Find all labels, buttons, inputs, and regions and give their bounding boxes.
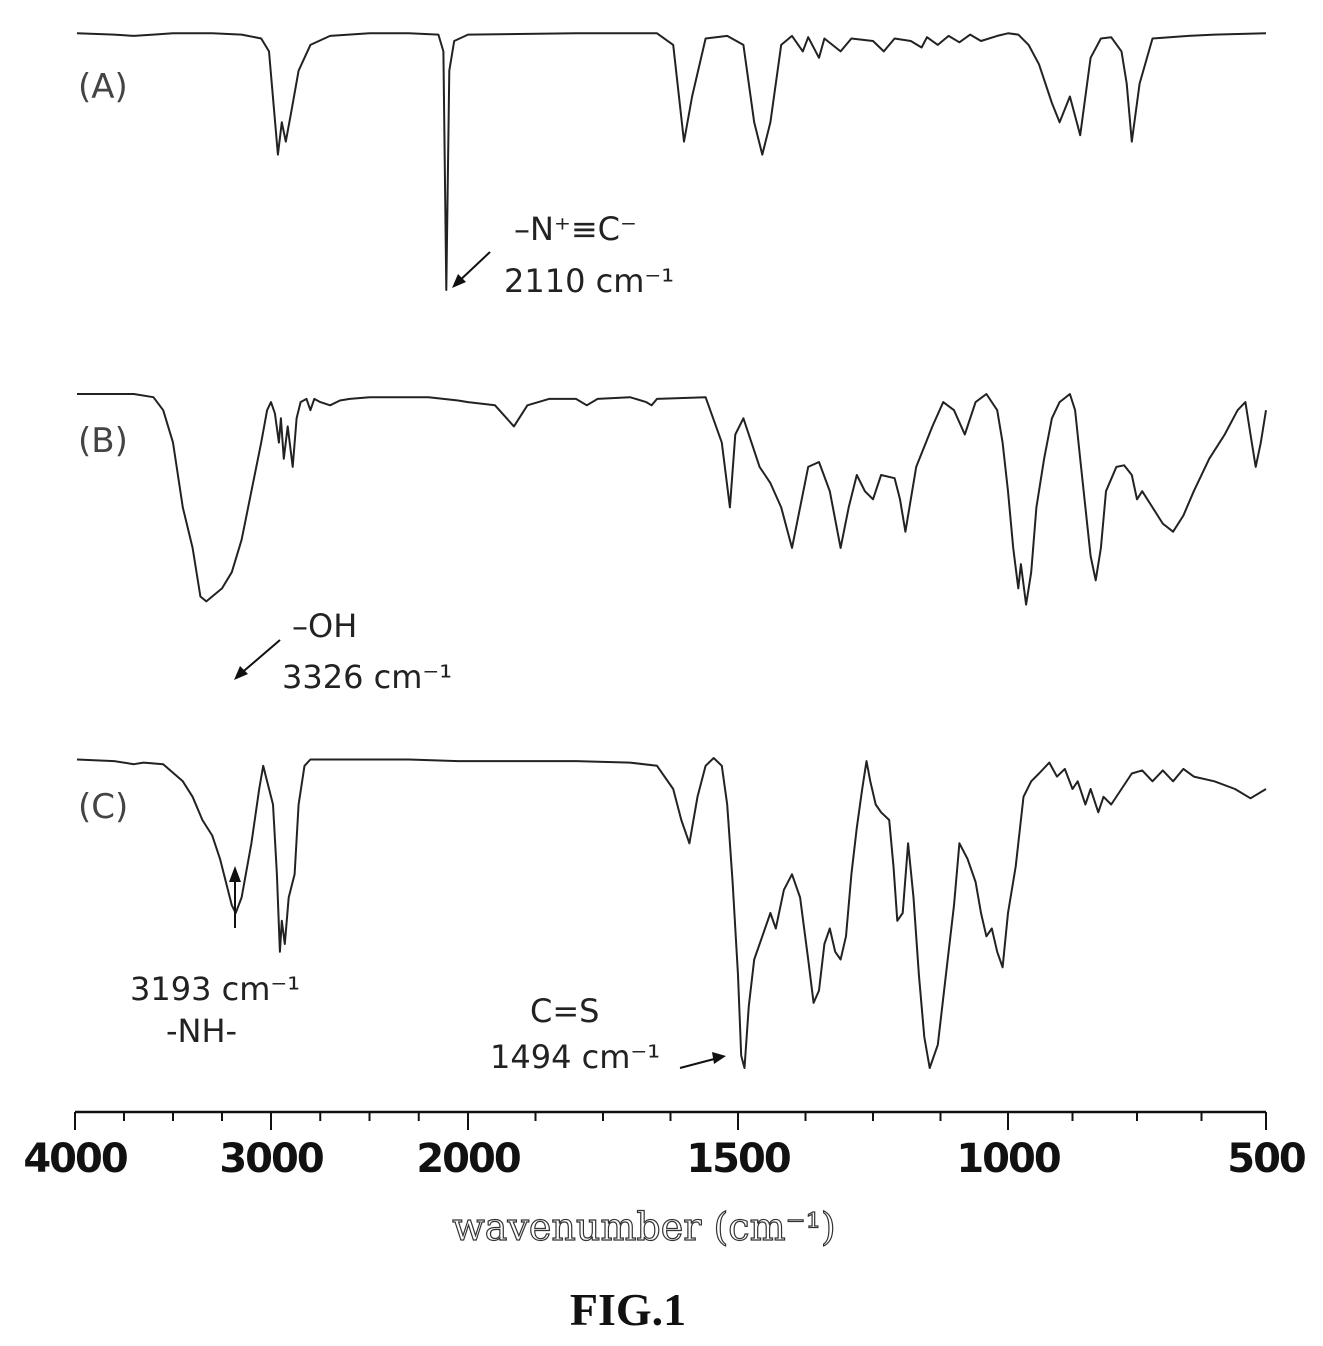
figure-label: FIG.1 bbox=[570, 1284, 686, 1335]
annotation-isocyanide-wavenumber: 2110 cm⁻¹ bbox=[504, 262, 674, 300]
annotation-isocyanide-arrowhead bbox=[452, 274, 466, 288]
x-tick-label-500: 500 bbox=[1227, 1136, 1305, 1182]
annotation-nh-arrowhead bbox=[229, 866, 241, 882]
x-tick-label-1000: 1000 bbox=[956, 1136, 1059, 1182]
annotation-hydroxyl-group: –OH bbox=[292, 607, 357, 645]
annotation-thiocarbonyl-wavenumber: 1494 cm⁻¹ bbox=[490, 1038, 660, 1076]
annotation-thiocarbonyl-arrowhead bbox=[712, 1052, 726, 1064]
annotation-hydroxyl: –OH 3326 cm⁻¹ bbox=[234, 607, 452, 696]
x-tick-label-2000: 2000 bbox=[416, 1136, 519, 1182]
panel-label-c: (C) bbox=[78, 787, 128, 827]
annotation-nh-wavenumber: 3193 cm⁻¹ bbox=[130, 970, 300, 1008]
series-a-trace bbox=[76, 32, 1267, 291]
x-tick-label-1500: 1500 bbox=[686, 1136, 789, 1182]
x-axis-ticks: 4000 3000 2000 1500 1000 500 bbox=[23, 1112, 1307, 1182]
panel-label-a: (A) bbox=[78, 67, 128, 107]
x-tick-label-4000: 4000 bbox=[23, 1136, 126, 1182]
annotation-hydroxyl-arrowhead bbox=[234, 666, 248, 680]
annotation-thiocarbonyl: C=S 1494 cm⁻¹ bbox=[490, 992, 726, 1076]
series-c-trace bbox=[76, 757, 1267, 1069]
x-axis-title: wavenumber (cm⁻¹) bbox=[452, 1205, 835, 1249]
series-b-trace bbox=[77, 393, 1267, 606]
annotation-thiocarbonyl-group: C=S bbox=[530, 992, 599, 1030]
spectra-group bbox=[76, 32, 1267, 1069]
annotation-thiocarbonyl-arrow bbox=[679, 1057, 719, 1069]
annotation-hydroxyl-arrow bbox=[237, 639, 281, 677]
annotation-isocyanide-group: –N⁺≡C⁻ bbox=[514, 210, 637, 248]
annotation-nh: 3193 cm⁻¹ -NH- bbox=[130, 866, 300, 1050]
panel-label-b: (B) bbox=[78, 421, 128, 461]
annotation-nh-group: -NH- bbox=[166, 1012, 237, 1050]
x-tick-label-3000: 3000 bbox=[219, 1136, 322, 1182]
annotation-hydroxyl-wavenumber: 3326 cm⁻¹ bbox=[282, 658, 452, 696]
annotation-isocyanide: –N⁺≡C⁻ 2110 cm⁻¹ bbox=[452, 210, 674, 300]
